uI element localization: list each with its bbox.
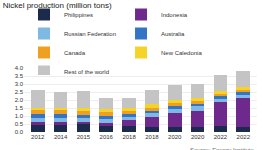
svg-text:Indonesia: Indonesia bbox=[161, 12, 188, 18]
svg-text:Philippines: Philippines bbox=[64, 12, 93, 18]
svg-text:3.0: 3.0 bbox=[15, 81, 24, 87]
svg-text:2015: 2015 bbox=[77, 134, 91, 140]
svg-text:2.0: 2.0 bbox=[15, 97, 24, 103]
svg-text:Australia: Australia bbox=[161, 31, 185, 37]
svg-text:2014: 2014 bbox=[54, 134, 68, 140]
svg-text:1.0: 1.0 bbox=[15, 113, 24, 119]
svg-text:2022: 2022 bbox=[214, 134, 228, 140]
svg-text:3.5: 3.5 bbox=[15, 73, 24, 79]
svg-text:4.0: 4.0 bbox=[15, 65, 24, 71]
svg-text:2012: 2012 bbox=[31, 134, 45, 140]
svg-text:2016: 2016 bbox=[100, 134, 114, 140]
svg-text:0.5: 0.5 bbox=[15, 121, 24, 127]
svg-text:New Caledonia: New Caledonia bbox=[161, 50, 202, 56]
svg-text:Rest of the world: Rest of the world bbox=[64, 69, 109, 75]
svg-text:Russian Federation: Russian Federation bbox=[64, 31, 116, 37]
svg-text:2018: 2018 bbox=[122, 134, 136, 140]
svg-text:2020: 2020 bbox=[191, 134, 205, 140]
svg-text:2.5: 2.5 bbox=[15, 89, 24, 95]
svg-text:Canada: Canada bbox=[64, 50, 86, 56]
svg-text:Source: Energy Institute: Source: Energy Institute bbox=[190, 147, 255, 150]
svg-text:2022: 2022 bbox=[237, 134, 251, 140]
svg-text:0.0: 0.0 bbox=[15, 129, 24, 135]
svg-text:2018: 2018 bbox=[145, 134, 159, 140]
svg-text:2020: 2020 bbox=[168, 134, 182, 140]
svg-text:Nickel production (million ton: Nickel production (million tons) bbox=[3, 1, 112, 10]
svg-text:1.5: 1.5 bbox=[15, 105, 24, 111]
